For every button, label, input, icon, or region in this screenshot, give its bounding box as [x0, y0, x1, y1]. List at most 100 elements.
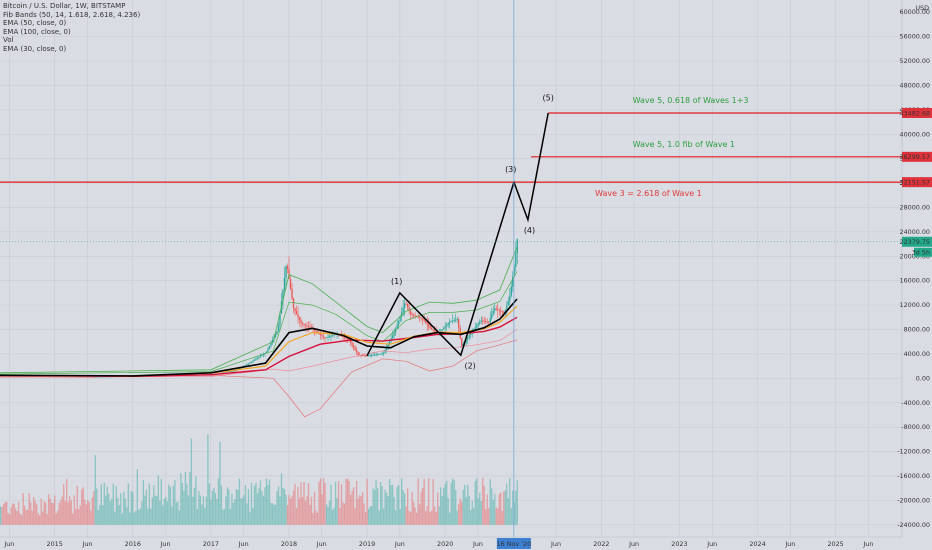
volume-bar [217, 478, 220, 525]
volume-bar [10, 507, 12, 525]
volume-bar [462, 489, 464, 525]
time-axis[interactable]: Jun 2015 Jun 2016 Jun 2017 Jun 2018 Jun 2019 Jun 20… [0, 536, 932, 550]
volume-bar [229, 508, 232, 525]
volume-bar [12, 503, 14, 525]
legend: Bitcoin / U.S. Dollar, 1W, BITSTAMP Fib … [3, 2, 140, 54]
volume-bar [337, 481, 340, 525]
volume-bar [431, 510, 433, 525]
wave-label: (4) [524, 226, 535, 235]
legend-ema50[interactable]: EMA (50, close, 0) [3, 19, 67, 28]
time-tick-label: Jun [628, 540, 639, 548]
candle-body [265, 351, 268, 353]
candle-body [456, 319, 458, 321]
candle-body [515, 253, 517, 268]
candle-body [512, 276, 514, 287]
legend-vol[interactable]: Vol [3, 36, 14, 45]
candle-body [467, 337, 469, 340]
volume-bar [447, 498, 449, 525]
volume-bar [348, 481, 350, 525]
legend-symbol[interactable]: Bitcoin / U.S. Dollar, 1W, BITSTAMP [3, 2, 126, 10]
level-annotation: Wave 5, 0.618 of Waves 1+3 [633, 96, 749, 105]
candle-body [432, 329, 434, 331]
volume-bar [297, 487, 299, 525]
volume-bars [0, 434, 518, 525]
volume-bar [198, 491, 200, 525]
volume-bar [512, 490, 514, 525]
volume-bar [375, 479, 377, 525]
volume-bar [497, 508, 499, 525]
volume-bar [294, 483, 296, 525]
candle-body [228, 371, 230, 372]
volume-bar [352, 487, 355, 525]
candle-body [379, 353, 382, 355]
candle-body [449, 321, 451, 324]
legend-fib-bands[interactable]: Fib Bands (50, 14, 1.618, 2.618, 4.236) [3, 10, 141, 19]
volume-bar [358, 495, 361, 525]
volume-bar [370, 505, 373, 525]
candle-body [388, 341, 391, 345]
volume-bar [72, 513, 74, 525]
volume-bar [515, 490, 517, 525]
wave-label: (2) [464, 362, 475, 371]
candle-body [289, 278, 292, 289]
volume-bar [286, 505, 289, 525]
candle-body [403, 303, 406, 308]
candle-body [288, 269, 290, 279]
candle-body [276, 331, 278, 335]
price-tick-label: 16000.00 [900, 277, 931, 285]
volume-bar [258, 488, 260, 525]
candle-body [507, 300, 509, 306]
volume-bar [121, 513, 123, 525]
volume-bar [402, 489, 404, 525]
legend-ema100[interactable]: EMA (100, close, 0) [3, 27, 71, 36]
level-annotation: Wave 5, 1.0 fib of Wave 1 [633, 140, 735, 149]
candle-body [452, 320, 454, 322]
volume-bar [70, 500, 72, 525]
volume-bar [411, 492, 413, 525]
candle-body [391, 335, 394, 339]
volume-bar [473, 508, 475, 525]
volume-bar [405, 506, 407, 525]
candle-body [286, 266, 289, 270]
candle-body [306, 325, 308, 327]
candle-body [455, 319, 457, 321]
volume-bar [303, 482, 305, 525]
candle-body [291, 288, 293, 299]
volume-bar [316, 512, 319, 525]
volume-bar [461, 501, 463, 525]
volume-bar [343, 503, 346, 525]
volume-bar [270, 502, 272, 525]
volume-bar [42, 511, 44, 525]
time-tick-label: 2016 [125, 540, 141, 548]
candle-body [405, 303, 407, 305]
volume-bar [6, 501, 8, 525]
volume-bar [306, 496, 308, 525]
candle-body [252, 360, 254, 362]
volume-bar [61, 496, 63, 525]
candle-body [279, 313, 281, 325]
volume-bar [417, 478, 419, 525]
volume-bar [387, 495, 389, 525]
volume-bar [464, 484, 466, 525]
indicator-line [0, 329, 518, 378]
volume-bar [250, 482, 253, 525]
volume-bar [126, 507, 128, 525]
candle-body [423, 318, 425, 321]
volume-bar [105, 495, 107, 525]
candle-body [351, 343, 353, 346]
legend-ema30[interactable]: EMA (30, close, 0) [3, 44, 67, 53]
volume-bar [373, 490, 376, 525]
price-tick-label: -24000.00 [897, 521, 930, 529]
volume-bar [76, 486, 78, 525]
volume-bar [27, 509, 29, 525]
candle-body [304, 324, 307, 326]
candle-body [470, 333, 472, 336]
volume-bar [279, 496, 281, 525]
volume-bar [360, 496, 362, 525]
volume-bar [480, 500, 482, 525]
time-tick-label: Jun [81, 540, 92, 548]
volume-bar [456, 510, 458, 525]
